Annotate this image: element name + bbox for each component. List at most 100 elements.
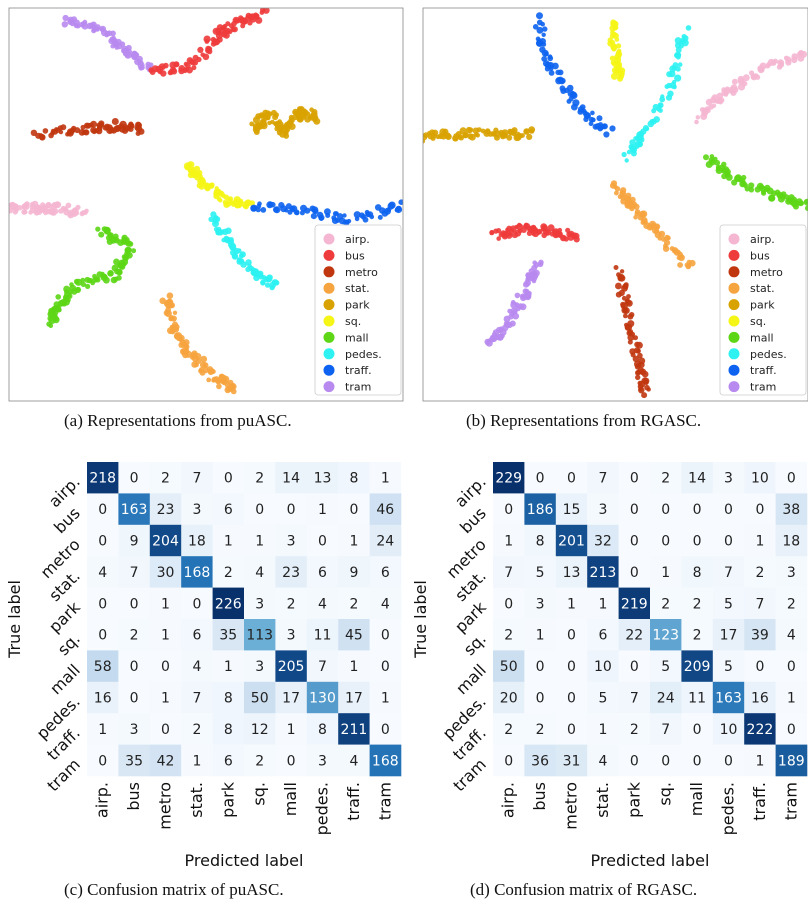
x-tick-label: stat. [593, 782, 612, 818]
scatter-point-bus [238, 17, 246, 24]
matrix-cell [338, 556, 370, 588]
matrix-cell [681, 713, 714, 745]
scatter-point-tram [520, 295, 527, 302]
scatter-point-park [476, 127, 482, 133]
matrix-value: 32 [594, 534, 612, 550]
matrix-value: 0 [318, 534, 327, 550]
matrix-cell [524, 556, 557, 588]
scatter-point-park [431, 129, 439, 136]
matrix-value: 0 [693, 722, 702, 738]
legend-label: pedes. [345, 348, 382, 361]
scatter-point-park [252, 123, 259, 129]
scatter-point-stat [202, 362, 209, 369]
scatter-point-traff [536, 12, 543, 20]
matrix-value: 10 [751, 471, 769, 487]
matrix-cell [744, 556, 776, 588]
matrix-value: 0 [130, 471, 139, 487]
x-tick-label: bus [124, 782, 143, 811]
scatter-point-tram [514, 292, 521, 299]
matrix-value: 2 [661, 596, 670, 612]
x-tick-label: mall [687, 782, 706, 816]
matrix-value: 3 [318, 753, 327, 769]
scatter-point-park [502, 133, 508, 139]
scatter-point-stat [614, 190, 619, 196]
matrix-value: 8 [224, 722, 233, 738]
matrix-value: 1 [598, 596, 607, 612]
matrix-value: 8 [349, 471, 358, 487]
legend-marker [323, 266, 335, 278]
scatter-point-stat [634, 211, 640, 217]
scatter-point-metro [135, 131, 141, 136]
scatter-point-pedes [656, 106, 662, 112]
scatter-point-stat [200, 355, 208, 363]
scatter-point-stat [664, 234, 670, 241]
matrix-cell [118, 650, 151, 683]
matrix-value: 4 [349, 753, 358, 769]
matrix-value: 7 [598, 471, 607, 487]
scatter-point-metro [634, 360, 641, 368]
scatter-point-metro [83, 129, 89, 135]
matrix-value: 1 [598, 722, 607, 738]
matrix-cell [744, 462, 776, 494]
y-tick-label: mall [46, 660, 84, 698]
scatter-point-bus [203, 35, 211, 43]
matrix-cell [369, 524, 402, 557]
matrix-value: 58 [94, 659, 112, 675]
matrix-value: 0 [349, 502, 358, 518]
matrix-value: 36 [531, 753, 549, 769]
matrix-value: 5 [536, 565, 545, 581]
matrix-cell [87, 744, 119, 777]
scatter-point-pedes [665, 94, 673, 101]
scatter-point-park [275, 124, 281, 129]
scatter-point-traff [310, 213, 317, 220]
matrix-value: 3 [130, 722, 139, 738]
scatter-point-mall [768, 195, 776, 202]
matrix-value: 1 [161, 596, 170, 612]
scatter-point-airp [785, 59, 792, 66]
matrix-value: 0 [161, 722, 170, 738]
legend-label: stat. [750, 282, 775, 295]
scatter-point-metro [626, 294, 631, 299]
scatter-point-airp [718, 97, 725, 104]
x-tick-label: metro [562, 782, 581, 830]
matrix-cell [275, 681, 308, 714]
scatter-point-stat [172, 310, 178, 315]
scatter-point-metro [135, 125, 143, 133]
matrix-cell [618, 744, 651, 777]
scatter-point-airp [742, 80, 748, 87]
scatter-point-pedes [269, 281, 276, 289]
matrix-value: 0 [630, 534, 639, 550]
legend-label: pedes. [750, 348, 787, 361]
scatter-point-airp [84, 208, 89, 213]
scatter-point-mall [793, 203, 799, 210]
scatter-point-mall [131, 248, 137, 254]
matrix-value: 0 [567, 628, 576, 644]
scatter-point-traff [568, 96, 574, 102]
scatter-point-bus [517, 222, 522, 228]
matrix-cell [493, 493, 525, 526]
matrix-cell [493, 619, 525, 651]
scatter-point-pedes [223, 236, 230, 243]
matrix-value: 0 [693, 502, 702, 518]
matrix-cell [87, 493, 119, 526]
matrix-cell [244, 681, 276, 714]
scatter-point-park [452, 135, 459, 142]
matrix-cell [244, 556, 276, 588]
scatter-point-park [300, 108, 307, 115]
scatter-point-traff [596, 115, 603, 122]
scatter-point-traff [304, 207, 311, 214]
matrix-value: 0 [98, 502, 107, 518]
matrix-cell [681, 493, 714, 526]
matrix-value: 5 [724, 596, 733, 612]
scatter-point-stat [640, 216, 648, 224]
scatter-point-pedes [680, 37, 687, 44]
matrix-cell [618, 650, 651, 683]
matrix-cell [650, 462, 682, 494]
matrix-value: 0 [693, 534, 702, 550]
scatter-point-stat [166, 292, 174, 300]
scatter-point-sq [199, 179, 206, 186]
scatter-point-stat [169, 302, 176, 309]
y-tick-label: airp. [451, 472, 490, 511]
scatter-point-metro [621, 306, 629, 314]
scatter-point-mall [85, 283, 91, 289]
